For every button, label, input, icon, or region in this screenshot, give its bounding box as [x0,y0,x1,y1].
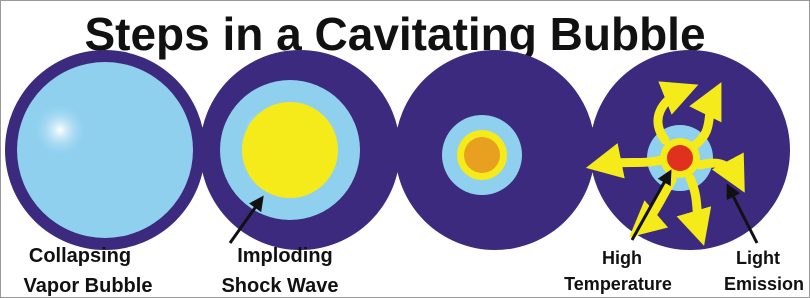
label: Light [736,248,780,268]
label: Vapor Bubble [24,275,153,297]
label: High [602,248,642,268]
bubble-1 [5,50,205,250]
bubble-4 [590,50,790,250]
label: Emission [724,274,804,294]
label: Collapsing [29,245,131,267]
label: Temperature [564,274,672,294]
bubble-3 [395,50,595,250]
label: Shock Wave [221,275,338,297]
title: Steps in a Cavitating Bubble [84,8,705,60]
diagram: Steps in a Cavitating Bubble [0,0,810,298]
label: Imploding [237,245,333,267]
bubble-2 [200,50,400,250]
